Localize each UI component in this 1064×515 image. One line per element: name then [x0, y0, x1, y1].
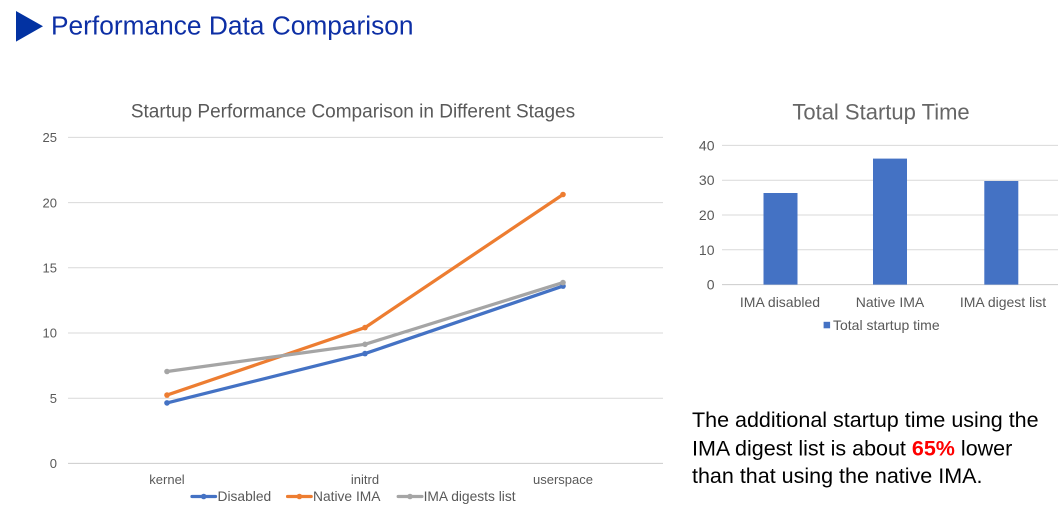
svg-text:20: 20	[43, 195, 57, 210]
svg-text:Total startup time: Total startup time	[833, 317, 940, 333]
svg-text:30: 30	[699, 172, 715, 188]
svg-text:20: 20	[699, 207, 715, 223]
svg-text:kernel: kernel	[149, 472, 185, 487]
svg-text:Total Startup Time: Total Startup Time	[792, 100, 969, 125]
svg-text:25: 25	[43, 130, 57, 145]
svg-text:IMA digests list: IMA digests list	[424, 489, 516, 504]
svg-text:10: 10	[43, 326, 57, 341]
svg-text:10: 10	[699, 242, 715, 258]
svg-text:40: 40	[699, 137, 715, 153]
svg-text:Disabled: Disabled	[218, 489, 272, 504]
svg-text:5: 5	[50, 391, 57, 406]
svg-text:Startup Performance Comparison: Startup Performance Comparison in Differ…	[131, 102, 575, 123]
svg-text:userspace: userspace	[533, 472, 593, 487]
svg-text:0: 0	[50, 456, 57, 471]
svg-text:IMA digest list: IMA digest list	[960, 294, 1046, 310]
svg-text:Native IMA: Native IMA	[856, 294, 925, 310]
svg-text:15: 15	[43, 261, 57, 276]
svg-text:than that using the native IMA: than that using the native IMA.	[692, 464, 982, 488]
svg-text:IMA disabled: IMA disabled	[740, 294, 820, 310]
svg-text:initrd: initrd	[351, 472, 379, 487]
svg-text:0: 0	[707, 277, 715, 293]
svg-text:Native IMA: Native IMA	[313, 489, 381, 504]
svg-text:The additional startup time us: The additional startup time using the	[692, 408, 1039, 432]
svg-text:Performance Data Comparison: Performance Data Comparison	[51, 11, 413, 41]
svg-text:IMA digest list is about 65% l: IMA digest list is about 65% lower	[692, 436, 1012, 460]
